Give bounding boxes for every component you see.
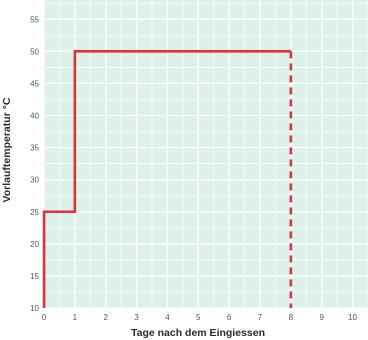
x-tick-label: 4: [165, 313, 170, 322]
x-tick-label: 3: [134, 313, 139, 322]
y-tick-label: 35: [30, 144, 39, 153]
y-tick-label: 55: [30, 15, 39, 24]
x-tick-label: 10: [348, 313, 357, 322]
series-group: [42, 50, 293, 308]
x-tick-label: 5: [196, 313, 201, 322]
y-tick-label: 30: [30, 176, 39, 185]
y-tick-label: 25: [30, 208, 39, 217]
x-tick-label: 8: [289, 313, 294, 322]
y-tick-label: 15: [30, 272, 39, 281]
x-tick-label: 6: [227, 313, 232, 322]
plot-background: [44, 0, 368, 308]
y-tick-label: 40: [30, 112, 39, 121]
x-tick-label: 9: [319, 313, 324, 322]
x-tick-label: 7: [258, 313, 263, 322]
y-axis-title: Vorlauftemperatur °C: [1, 97, 13, 202]
y-tick-label: 20: [30, 240, 39, 249]
x-axis-title: Tage nach dem Eingiessen: [131, 327, 265, 339]
y-tick-label: 50: [30, 47, 39, 56]
y-tick-labels: 10 15 20 25 30 35 40 45 50 55: [30, 15, 39, 313]
x-tick-label: 0: [42, 313, 47, 322]
x-tick-labels: 0 1 2 3 4 5 6 7 8 9 10: [42, 313, 358, 322]
series-line-1: [42, 50, 291, 308]
x-tick-label: 2: [103, 313, 108, 322]
y-tick-label: 10: [30, 304, 39, 313]
y-tick-label: 45: [30, 79, 39, 88]
x-tick-label: 1: [73, 313, 78, 322]
